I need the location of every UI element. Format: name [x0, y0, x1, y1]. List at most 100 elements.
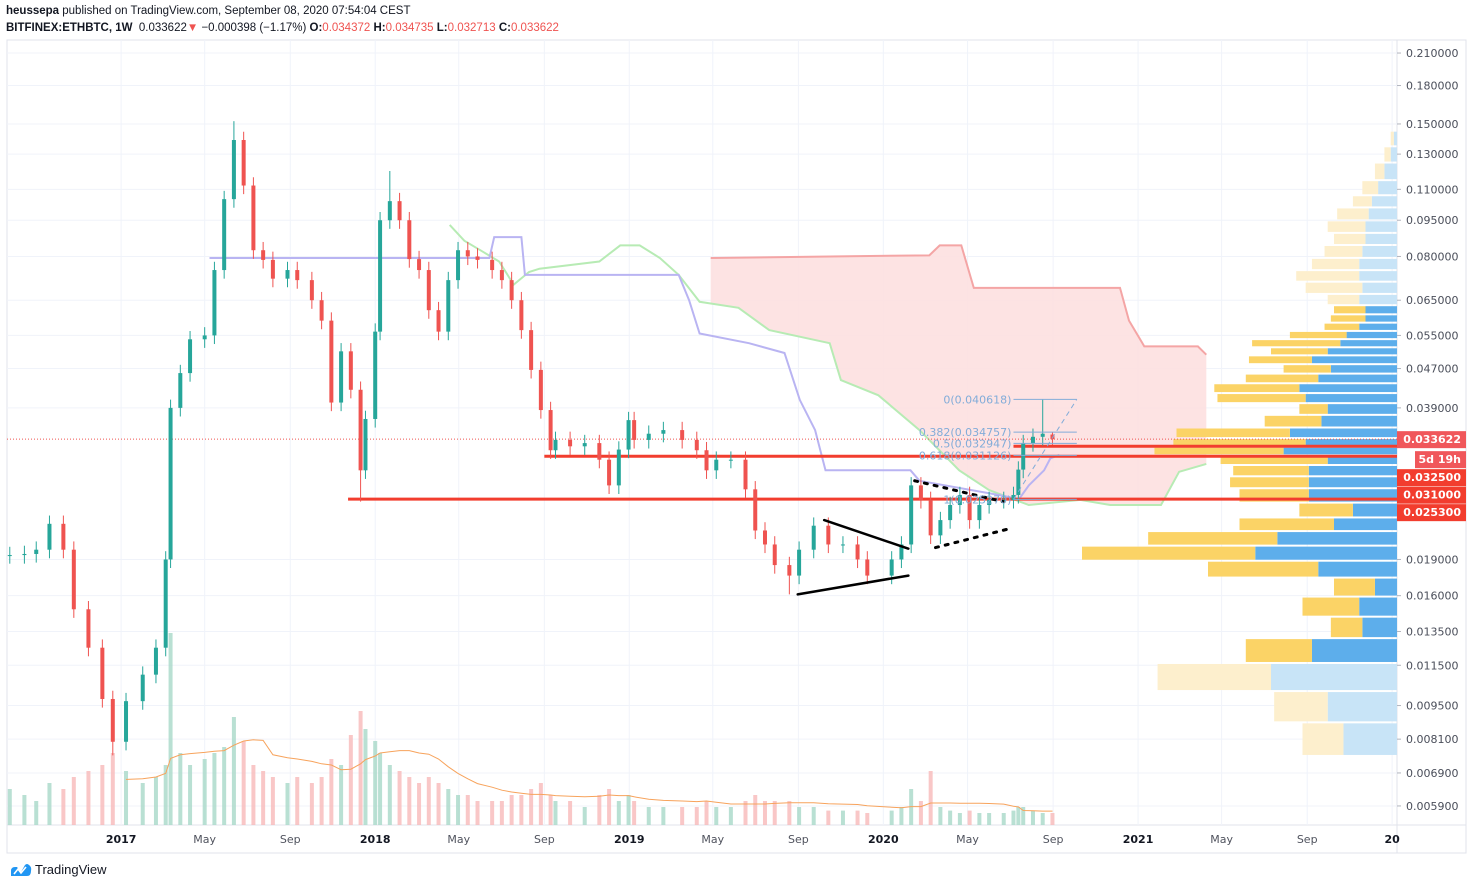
candle-body: [519, 300, 524, 331]
volume-bar: [826, 810, 831, 825]
candle-body: [261, 250, 266, 260]
fib-level-label: 0.382(0.034757): [919, 426, 1012, 439]
candle-body: [509, 280, 514, 301]
volume-bar: [661, 807, 666, 825]
volume-bar: [865, 813, 870, 825]
candle-body: [680, 430, 685, 440]
time-axis-label[interactable]: 2019: [614, 833, 645, 846]
candle-body: [71, 549, 76, 610]
price-axis-label[interactable]: 0.006900: [1406, 767, 1459, 780]
time-axis-label[interactable]: 2018: [360, 833, 391, 846]
level-price-tag-bg: [1397, 486, 1466, 504]
volume-bar: [1011, 810, 1016, 825]
time-axis-label[interactable]: Sep: [1297, 833, 1318, 846]
price-axis-label[interactable]: 0.011500: [1406, 659, 1459, 672]
candle-body: [616, 449, 621, 486]
drawings[interactable]: [796, 479, 1012, 596]
profile-up-bar: [1346, 331, 1397, 339]
profile-down-bar: [1148, 532, 1278, 545]
horizontal-levels[interactable]: [7, 438, 1397, 501]
profile-down-bar: [1176, 428, 1290, 438]
level-price-tag: 0.031000: [1403, 489, 1461, 502]
close-value: 0.033622: [510, 22, 559, 34]
price-axis-label[interactable]: 0.065000: [1406, 294, 1459, 307]
time-axis-label[interactable]: May: [447, 833, 470, 846]
candle-body: [977, 505, 982, 521]
solid-trendline[interactable]: [822, 518, 910, 550]
profile-down-bar: [1230, 477, 1309, 488]
time-axis-label[interactable]: Sep: [788, 833, 809, 846]
price-axis-label[interactable]: 0.047000: [1406, 363, 1459, 376]
ichimoku: [209, 224, 1208, 507]
volume-bar: [446, 789, 451, 825]
time-axis-label[interactable]: 2021: [1123, 833, 1154, 846]
profile-down-bar: [1252, 340, 1341, 347]
price-axis-label[interactable]: 0.039000: [1406, 402, 1459, 415]
volume-bar: [632, 801, 637, 825]
price-axis-label[interactable]: 0.180000: [1406, 80, 1459, 93]
author-name[interactable]: heussepa: [6, 5, 60, 17]
price-axis-label[interactable]: 0.080000: [1406, 250, 1459, 263]
candle-body: [661, 430, 666, 434]
price-axis-label[interactable]: 0.009500: [1406, 700, 1459, 713]
time-axis-label[interactable]: Sep: [280, 833, 301, 846]
profile-down-bar: [1271, 348, 1328, 355]
price-axis-label[interactable]: 0.019000: [1406, 553, 1459, 566]
price-axis-label[interactable]: 0.110000: [1406, 183, 1459, 196]
volume-bar: [519, 795, 524, 825]
time-axis-label[interactable]: Sep: [534, 833, 555, 846]
volume-bar: [22, 795, 27, 825]
symbol-name[interactable]: BITFINEX:ETHBTC, 1W: [6, 22, 133, 34]
price-axis-label[interactable]: 0.150000: [1406, 118, 1459, 131]
time-axis-label[interactable]: Sep: [1043, 833, 1064, 846]
time-axis-label[interactable]: May: [701, 833, 724, 846]
volume-bar: [465, 795, 470, 825]
volume-bar: [1016, 807, 1021, 825]
time-axis-label[interactable]: May: [1210, 833, 1233, 846]
volume-bar: [140, 783, 145, 825]
fib-trend-line[interactable]: [1013, 399, 1078, 500]
time-axis-label[interactable]: May: [193, 833, 216, 846]
candle-body: [465, 250, 470, 257]
time-axis-label[interactable]: May: [956, 833, 979, 846]
brand-name[interactable]: TradingView: [35, 862, 107, 877]
volume-bar: [339, 765, 344, 825]
profile-up-bar: [1327, 692, 1397, 722]
price-axis-label[interactable]: 0.016000: [1406, 590, 1459, 603]
profile-down-bar: [1245, 374, 1319, 383]
volume-bar: [772, 801, 777, 825]
time-axis-label[interactable]: 20: [1384, 833, 1400, 846]
time-axis-label[interactable]: 2020: [868, 833, 899, 846]
level-price-tag: 0.032500: [1403, 471, 1461, 484]
volume-bar: [188, 765, 193, 825]
price-axis-label[interactable]: 0.210000: [1406, 47, 1459, 60]
price-axis-label[interactable]: 0.008100: [1406, 733, 1459, 746]
axes[interactable]: 0.210000 0.180000 0.150000 0.130000 0.110000…: [106, 47, 1459, 846]
fib-retracement[interactable]: 0(0.040618) 0.382(0.034757)0.5(0.032947)0…: [919, 393, 1078, 506]
candle-body: [140, 674, 145, 702]
volume-bar: [797, 807, 802, 825]
profile-down-bar: [1324, 246, 1363, 257]
price-axis-label[interactable]: 0.005900: [1406, 800, 1459, 813]
volume-bars: [7, 633, 1055, 825]
candle-body: [163, 559, 168, 648]
volume-bar: [928, 771, 933, 825]
time-axis-label[interactable]: 2017: [106, 833, 137, 846]
volume-bar: [295, 777, 300, 825]
solid-trendline[interactable]: [796, 574, 910, 596]
volume-bar: [241, 741, 246, 825]
price-axis-label[interactable]: 0.130000: [1406, 148, 1459, 161]
price-axis-label[interactable]: 0.013500: [1406, 625, 1459, 638]
candle-body: [363, 418, 368, 471]
dotted-trendline[interactable]: [934, 527, 1012, 550]
low-label: L:: [436, 22, 448, 34]
price-axis-label[interactable]: 0.095000: [1406, 214, 1459, 227]
current-price-tag: 0.033622: [1403, 433, 1461, 446]
fib-level-label: 0.5(0.032947): [933, 437, 1012, 450]
close-label: C:: [498, 22, 511, 34]
volume-bar: [475, 801, 480, 825]
price-axis-label[interactable]: 0.055000: [1406, 329, 1459, 342]
candle-body: [417, 259, 422, 271]
volume-bar: [270, 777, 275, 825]
